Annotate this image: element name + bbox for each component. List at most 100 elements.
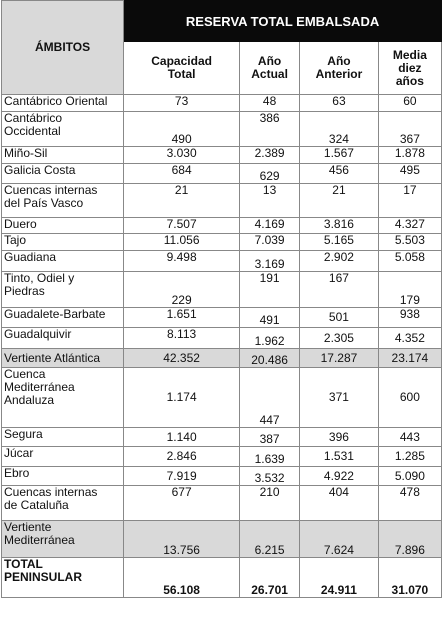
- reservoir-table: ÁMBITOS RESERVA TOTAL EMBALSADA Capacida…: [0, 0, 443, 598]
- table-row: Cuencas internas del País Vasco 21 13 21 …: [0, 183, 443, 218]
- capacidad-cell: 3.030: [123, 146, 241, 164]
- actual-cell: 20.486: [239, 348, 301, 368]
- actual-cell: 4.169: [239, 217, 301, 234]
- capacidad-cell: 11.056: [123, 233, 241, 251]
- actual-cell: 13: [239, 183, 301, 218]
- capacidad-cell: 42.352: [123, 348, 241, 368]
- table-row: Ebro 7.919 3.532 4.922 5.090: [0, 466, 443, 486]
- anterior-cell: 17.287: [299, 348, 379, 368]
- row-name: Duero: [0, 217, 125, 234]
- capacidad-cell: 73: [123, 94, 241, 112]
- table-row: Cuenca Mediterránea Andaluza 1.174 447 371…: [0, 367, 443, 428]
- media-cell: 367: [377, 111, 443, 147]
- row-name: Cantábrico Occidental: [0, 111, 125, 147]
- anterior-cell: 2.305: [299, 327, 379, 349]
- table-row: Duero 7.507 4.169 3.816 4.327: [0, 217, 443, 234]
- actual-cell: 191: [239, 271, 301, 308]
- media-cell: 1.285: [377, 446, 443, 467]
- actual-cell: 6.215: [239, 520, 301, 558]
- media-cell: 478: [377, 485, 443, 521]
- table-row: Júcar 2.846 1.639 1.531 1.285: [0, 446, 443, 467]
- capacidad-cell: 1.651: [123, 307, 241, 328]
- anterior-cell: 24.911: [299, 557, 379, 598]
- media-cell: 60: [377, 94, 443, 112]
- actual-cell: 387: [239, 427, 301, 447]
- table-row: Guadiana 9.498 3.169 2.902 5.058: [0, 250, 443, 272]
- row-name: Cuencas internas de Cataluña: [0, 485, 125, 521]
- anterior-cell: 2.902: [299, 250, 379, 272]
- row-name: Júcar: [0, 446, 125, 467]
- anterior-cell: 21: [299, 183, 379, 218]
- table-row: Cantábrico Oriental 73 48 63 60: [0, 94, 443, 112]
- actual-cell: 2.389: [239, 146, 301, 164]
- subtotal-row: Vertiente Mediterránea 13.756 6.215 7.624…: [0, 520, 443, 558]
- row-name: Guadalete-Barbate: [0, 307, 125, 328]
- media-cell: 443: [377, 427, 443, 447]
- group-title: RESERVA TOTAL EMBALSADA: [123, 0, 442, 42]
- table-row: Cuencas internas de Cataluña 677 210 404 …: [0, 485, 443, 521]
- capacidad-cell: 677: [123, 485, 241, 521]
- actual-cell: 386: [239, 111, 301, 147]
- row-name: Ebro: [0, 466, 125, 486]
- table-row: Galicia Costa 684 629 456 495: [0, 163, 443, 184]
- media-cell: 17: [377, 183, 443, 218]
- anterior-cell: 167: [299, 271, 379, 308]
- capacidad-cell: 8.113: [123, 327, 241, 349]
- anterior-cell: 456: [299, 163, 379, 184]
- actual-cell: 491: [239, 307, 301, 328]
- table-row: Tinto, Odiel y Piedras 229 191 167 179: [0, 271, 443, 308]
- actual-header: Año Actual: [239, 41, 301, 95]
- anterior-cell: 324: [299, 111, 379, 147]
- media-cell: 938: [377, 307, 443, 328]
- media-cell: 23.174: [377, 348, 443, 368]
- row-name: Segura: [0, 427, 125, 447]
- media-cell: 31.070: [377, 557, 443, 598]
- row-name: Tinto, Odiel y Piedras: [0, 271, 125, 308]
- anterior-cell: 63: [299, 94, 379, 112]
- capacidad-cell: 684: [123, 163, 241, 184]
- capacidad-cell: 229: [123, 271, 241, 308]
- table-row: Guadalquivir 8.113 1.962 2.305 4.352: [0, 327, 443, 349]
- actual-cell: 26.701: [239, 557, 301, 598]
- subtotal-row: Vertiente Atlántica 42.352 20.486 17.287…: [0, 348, 443, 368]
- row-name: Galicia Costa: [0, 163, 125, 184]
- anterior-header: Año Anterior: [299, 41, 379, 95]
- actual-cell: 447: [239, 367, 301, 428]
- anterior-cell: 404: [299, 485, 379, 521]
- table-row: Guadalete-Barbate 1.651 491 501 938: [0, 307, 443, 328]
- capacidad-cell: 21: [123, 183, 241, 218]
- capacidad-cell: 1.174: [123, 367, 241, 428]
- media-cell: 7.896: [377, 520, 443, 558]
- capacidad-cell: 1.140: [123, 427, 241, 447]
- media-cell: 600: [377, 367, 443, 428]
- row-name: Vertiente Atlántica: [0, 348, 125, 368]
- table-row: Segura 1.140 387 396 443: [0, 427, 443, 447]
- capacidad-cell: 2.846: [123, 446, 241, 467]
- capacidad-cell: 490: [123, 111, 241, 147]
- anterior-cell: 4.922: [299, 466, 379, 486]
- row-name: Tajo: [0, 233, 125, 251]
- anterior-cell: 396: [299, 427, 379, 447]
- actual-cell: 629: [239, 163, 301, 184]
- row-name: Guadiana: [0, 250, 125, 272]
- actual-cell: 1.639: [239, 446, 301, 467]
- anterior-cell: 371: [299, 367, 379, 428]
- media-cell: 1.878: [377, 146, 443, 164]
- anterior-cell: 3.816: [299, 217, 379, 234]
- media-cell: 4.352: [377, 327, 443, 349]
- actual-cell: 7.039: [239, 233, 301, 251]
- anterior-cell: 1.531: [299, 446, 379, 467]
- media-header: Media diez años: [377, 41, 443, 95]
- anterior-cell: 5.165: [299, 233, 379, 251]
- row-name: Vertiente Mediterránea: [0, 520, 125, 558]
- capacidad-cell: 13.756: [123, 520, 241, 558]
- actual-cell: 1.962: [239, 327, 301, 349]
- capacidad-header: Capacidad Total: [123, 41, 241, 95]
- media-cell: 4.327: [377, 217, 443, 234]
- capacidad-cell: 7.919: [123, 466, 241, 486]
- total-row: TOTAL PENINSULAR 56.108 26.701 24.911 31.…: [0, 557, 443, 598]
- capacidad-cell: 7.507: [123, 217, 241, 234]
- actual-cell: 3.169: [239, 250, 301, 272]
- table-row: Tajo 11.056 7.039 5.165 5.503: [0, 233, 443, 251]
- row-name: TOTAL PENINSULAR: [0, 557, 125, 598]
